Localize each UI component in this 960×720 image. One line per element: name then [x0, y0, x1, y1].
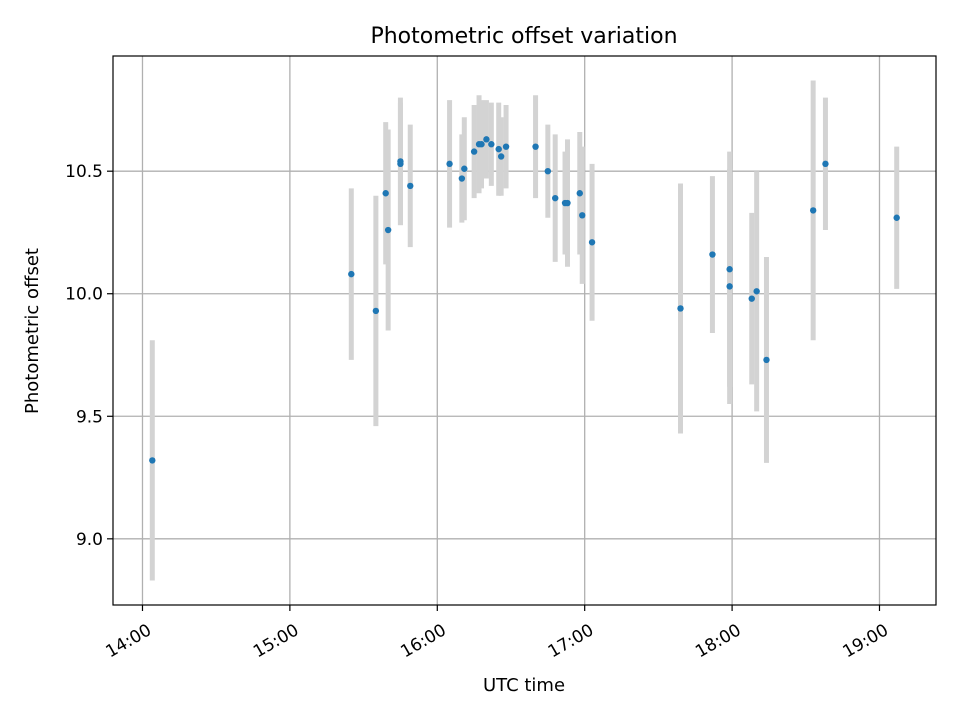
data-point	[893, 214, 900, 221]
data-point	[677, 305, 684, 312]
y-tick-label: 10.0	[65, 285, 103, 305]
data-point	[407, 182, 414, 190]
data-point	[579, 212, 586, 219]
data-point	[149, 457, 156, 464]
data-point	[544, 167, 552, 175]
data-point	[726, 283, 733, 290]
chart-title: Photometric offset variation	[370, 24, 677, 49]
data-point	[384, 226, 392, 234]
data-point	[478, 141, 485, 148]
data-point	[483, 136, 490, 143]
plot-frame	[112, 55, 937, 606]
data-point	[709, 251, 716, 258]
grid	[113, 56, 936, 605]
data-point	[726, 266, 733, 273]
data-point	[552, 194, 559, 202]
data-point	[564, 199, 571, 207]
x-axis-label: UTC time	[483, 675, 565, 696]
data-point	[495, 145, 502, 153]
data-point	[763, 356, 770, 364]
data-point	[372, 307, 380, 315]
data-point	[497, 153, 505, 160]
data-point	[748, 295, 755, 302]
data-point	[753, 288, 760, 295]
data-point	[488, 141, 495, 148]
y-axis-label: Photometric offset	[22, 248, 43, 414]
data-point	[397, 160, 404, 168]
y-tick-label: 10.5	[65, 162, 103, 182]
data-point	[461, 165, 468, 172]
data-point	[446, 160, 453, 168]
data-point	[576, 190, 583, 197]
data-point	[458, 175, 466, 182]
data-point	[809, 207, 817, 214]
data-point	[588, 239, 596, 246]
data-point	[532, 143, 539, 150]
data-point	[470, 148, 478, 155]
data-point	[822, 160, 829, 168]
data-points	[149, 136, 900, 464]
data-point	[502, 143, 510, 150]
y-tick-label: 9.5	[76, 407, 103, 427]
y-tick-label: 9.0	[76, 530, 103, 550]
data-point	[382, 190, 389, 197]
data-point	[348, 270, 355, 278]
